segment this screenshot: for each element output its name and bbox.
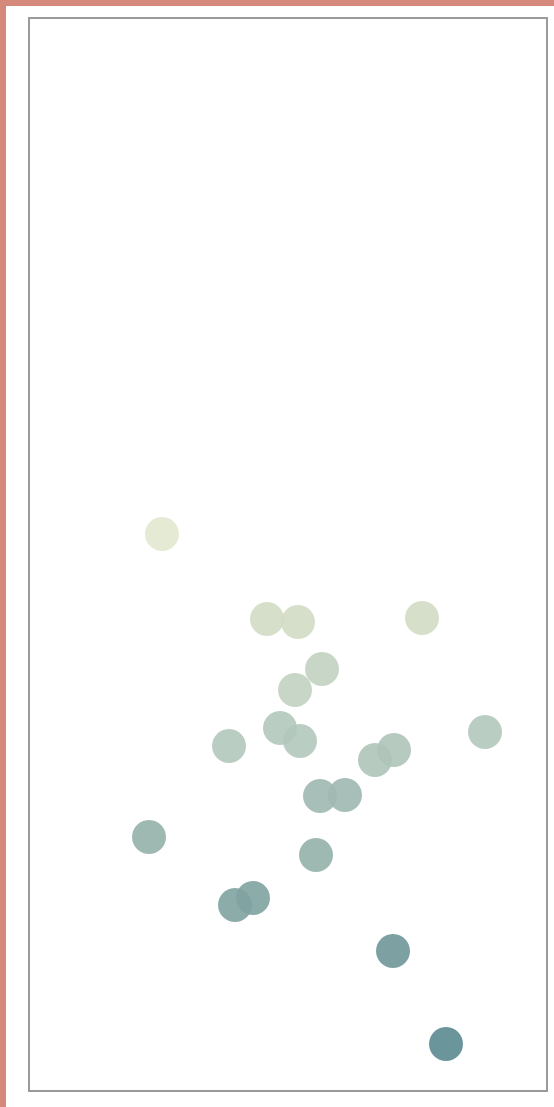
point (405, 601, 439, 635)
border-top (0, 0, 554, 6)
point (303, 779, 337, 813)
point (283, 724, 317, 758)
point (250, 602, 284, 636)
point (429, 1027, 463, 1061)
point (132, 820, 166, 854)
point (328, 778, 362, 812)
point (278, 673, 312, 707)
point (305, 652, 339, 686)
point (212, 729, 246, 763)
point (377, 733, 411, 767)
point (145, 517, 179, 551)
point (299, 838, 333, 872)
border-left (0, 0, 6, 1107)
plot-area (28, 17, 548, 1092)
point (236, 881, 270, 915)
point (376, 934, 410, 968)
point (281, 605, 315, 639)
point (468, 715, 502, 749)
